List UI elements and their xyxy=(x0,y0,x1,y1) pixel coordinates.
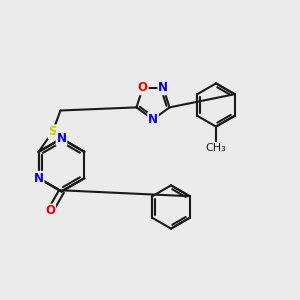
Text: S: S xyxy=(49,125,57,138)
Text: CH₃: CH₃ xyxy=(206,142,226,153)
Text: O: O xyxy=(138,81,148,94)
Text: N: N xyxy=(148,113,158,126)
Text: N: N xyxy=(158,81,168,94)
Text: N: N xyxy=(56,132,67,145)
Text: N: N xyxy=(34,172,44,185)
Text: O: O xyxy=(45,204,55,218)
